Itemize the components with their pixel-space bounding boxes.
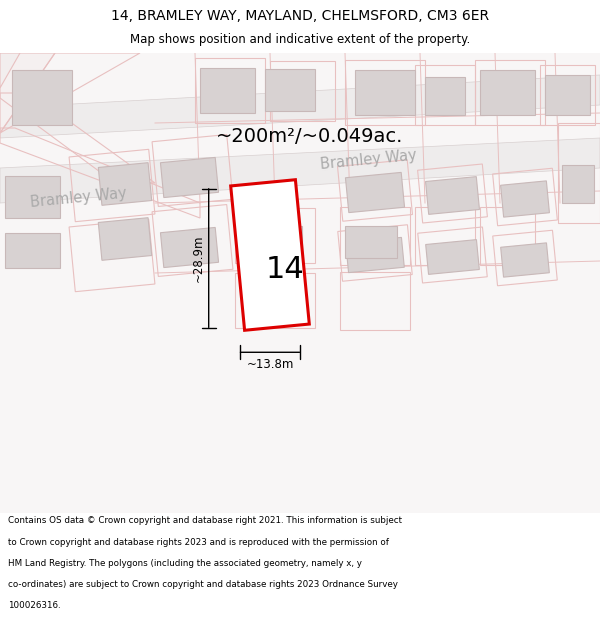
Polygon shape [98,162,152,205]
Polygon shape [5,233,60,268]
Polygon shape [500,181,550,217]
Polygon shape [545,75,590,115]
Text: HM Land Registry. The polygons (including the associated geometry, namely x, y: HM Land Registry. The polygons (includin… [8,559,362,568]
Polygon shape [160,158,218,198]
Polygon shape [345,226,397,258]
Polygon shape [98,217,152,260]
Polygon shape [231,180,309,330]
Text: Bramley Way: Bramley Way [320,148,418,172]
Text: Bramley Way: Bramley Way [30,186,128,210]
Text: Map shows position and indicative extent of the property.: Map shows position and indicative extent… [130,33,470,46]
Polygon shape [242,226,302,258]
Polygon shape [12,70,72,125]
Text: to Crown copyright and database rights 2023 and is reproduced with the permissio: to Crown copyright and database rights 2… [8,538,389,547]
Polygon shape [425,177,479,214]
Polygon shape [160,228,218,268]
Text: Contains OS data © Crown copyright and database right 2021. This information is : Contains OS data © Crown copyright and d… [8,516,402,526]
Text: ~13.8m: ~13.8m [247,357,293,371]
Polygon shape [265,69,315,111]
Text: 14, BRAMLEY WAY, MAYLAND, CHELMSFORD, CM3 6ER: 14, BRAMLEY WAY, MAYLAND, CHELMSFORD, CM… [111,9,489,23]
Polygon shape [425,77,465,115]
Polygon shape [346,238,404,272]
Polygon shape [562,165,594,203]
Text: co-ordinates) are subject to Crown copyright and database rights 2023 Ordnance S: co-ordinates) are subject to Crown copyr… [8,580,398,589]
Polygon shape [0,53,55,133]
Polygon shape [0,53,20,88]
Text: ~200m²/~0.049ac.: ~200m²/~0.049ac. [217,126,404,146]
Polygon shape [5,176,60,218]
Text: 100026316.: 100026316. [8,601,61,611]
Polygon shape [500,243,550,277]
Polygon shape [480,70,535,115]
Polygon shape [355,70,415,115]
Polygon shape [425,239,479,274]
Polygon shape [0,75,600,138]
Text: 14: 14 [266,256,304,284]
Text: ~28.9m: ~28.9m [192,234,205,282]
Polygon shape [346,173,404,213]
Polygon shape [0,138,600,203]
Polygon shape [200,68,255,113]
